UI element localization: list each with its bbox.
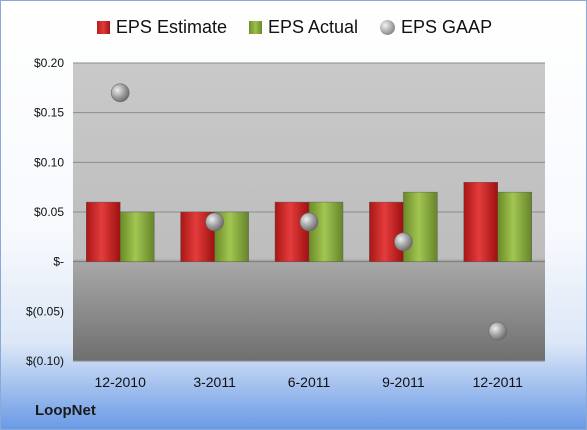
point-eps-gaap-9-2011	[394, 232, 413, 252]
x-tick-label: 3-2011	[193, 374, 236, 390]
bar-eps-actual-12-2011	[497, 191, 532, 262]
y-tick-label: $0.10	[34, 155, 64, 169]
point-eps-gaap-6-2011	[299, 212, 319, 232]
bar-eps-estimate-6-2011	[274, 201, 310, 262]
bar-eps-actual-12-2010	[119, 211, 155, 262]
legend-label-eps-gaap: EPS GAAP	[401, 17, 493, 37]
legend-item-eps-estimate: EPS Estimate	[96, 17, 227, 38]
legend-item-eps-actual: EPS Actual	[248, 17, 359, 38]
y-tick-label: $0.20	[34, 56, 64, 70]
bar-eps-actual-6-2011	[308, 201, 344, 262]
point-eps-gaap-12-2010	[110, 83, 130, 103]
y-tick-label: $0.15	[34, 106, 64, 120]
x-axis-labels: 12-2010 3-2011 6-2011 9-2011 12-2011	[95, 374, 524, 390]
legend-item-eps-gaap: EPS GAAP	[380, 17, 492, 38]
brand-label: LoopNet	[35, 402, 96, 419]
legend-swatch-eps-actual	[248, 21, 262, 34]
bar-eps-actual-9-2011	[403, 191, 438, 262]
x-tick-label: 9-2011	[382, 374, 425, 390]
x-tick-label: 12-2010	[95, 374, 147, 390]
bar-eps-estimate-9-2011	[369, 201, 404, 262]
bar-eps-estimate-12-2011	[463, 181, 498, 262]
y-tick-label: $(0.10)	[26, 354, 64, 368]
gaap-points	[110, 83, 508, 341]
x-tick-label: 12-2011	[473, 374, 524, 390]
y-tick-label: $0.05	[34, 205, 64, 219]
point-eps-gaap-3-2011	[205, 212, 224, 232]
y-tick-label: $-	[53, 255, 64, 269]
legend-label-eps-estimate: EPS Estimate	[115, 17, 227, 37]
legend-swatch-eps-estimate	[96, 21, 110, 34]
legend-swatch-eps-gaap	[380, 20, 396, 35]
y-axis-labels: $0.20 $0.15 $0.10 $0.05 $- $(0.05) $(0.10)	[26, 56, 64, 368]
chart-legend: EPS Estimate EPS Actual EPS GAAP	[1, 17, 586, 38]
bar-eps-estimate-12-2010	[85, 201, 121, 262]
x-tick-label: 6-2011	[288, 374, 331, 390]
bar-series	[85, 181, 532, 262]
legend-label-eps-actual: EPS Actual	[267, 17, 359, 37]
y-tick-label: $(0.05)	[26, 304, 64, 318]
point-eps-gaap-12-2011	[488, 321, 508, 341]
